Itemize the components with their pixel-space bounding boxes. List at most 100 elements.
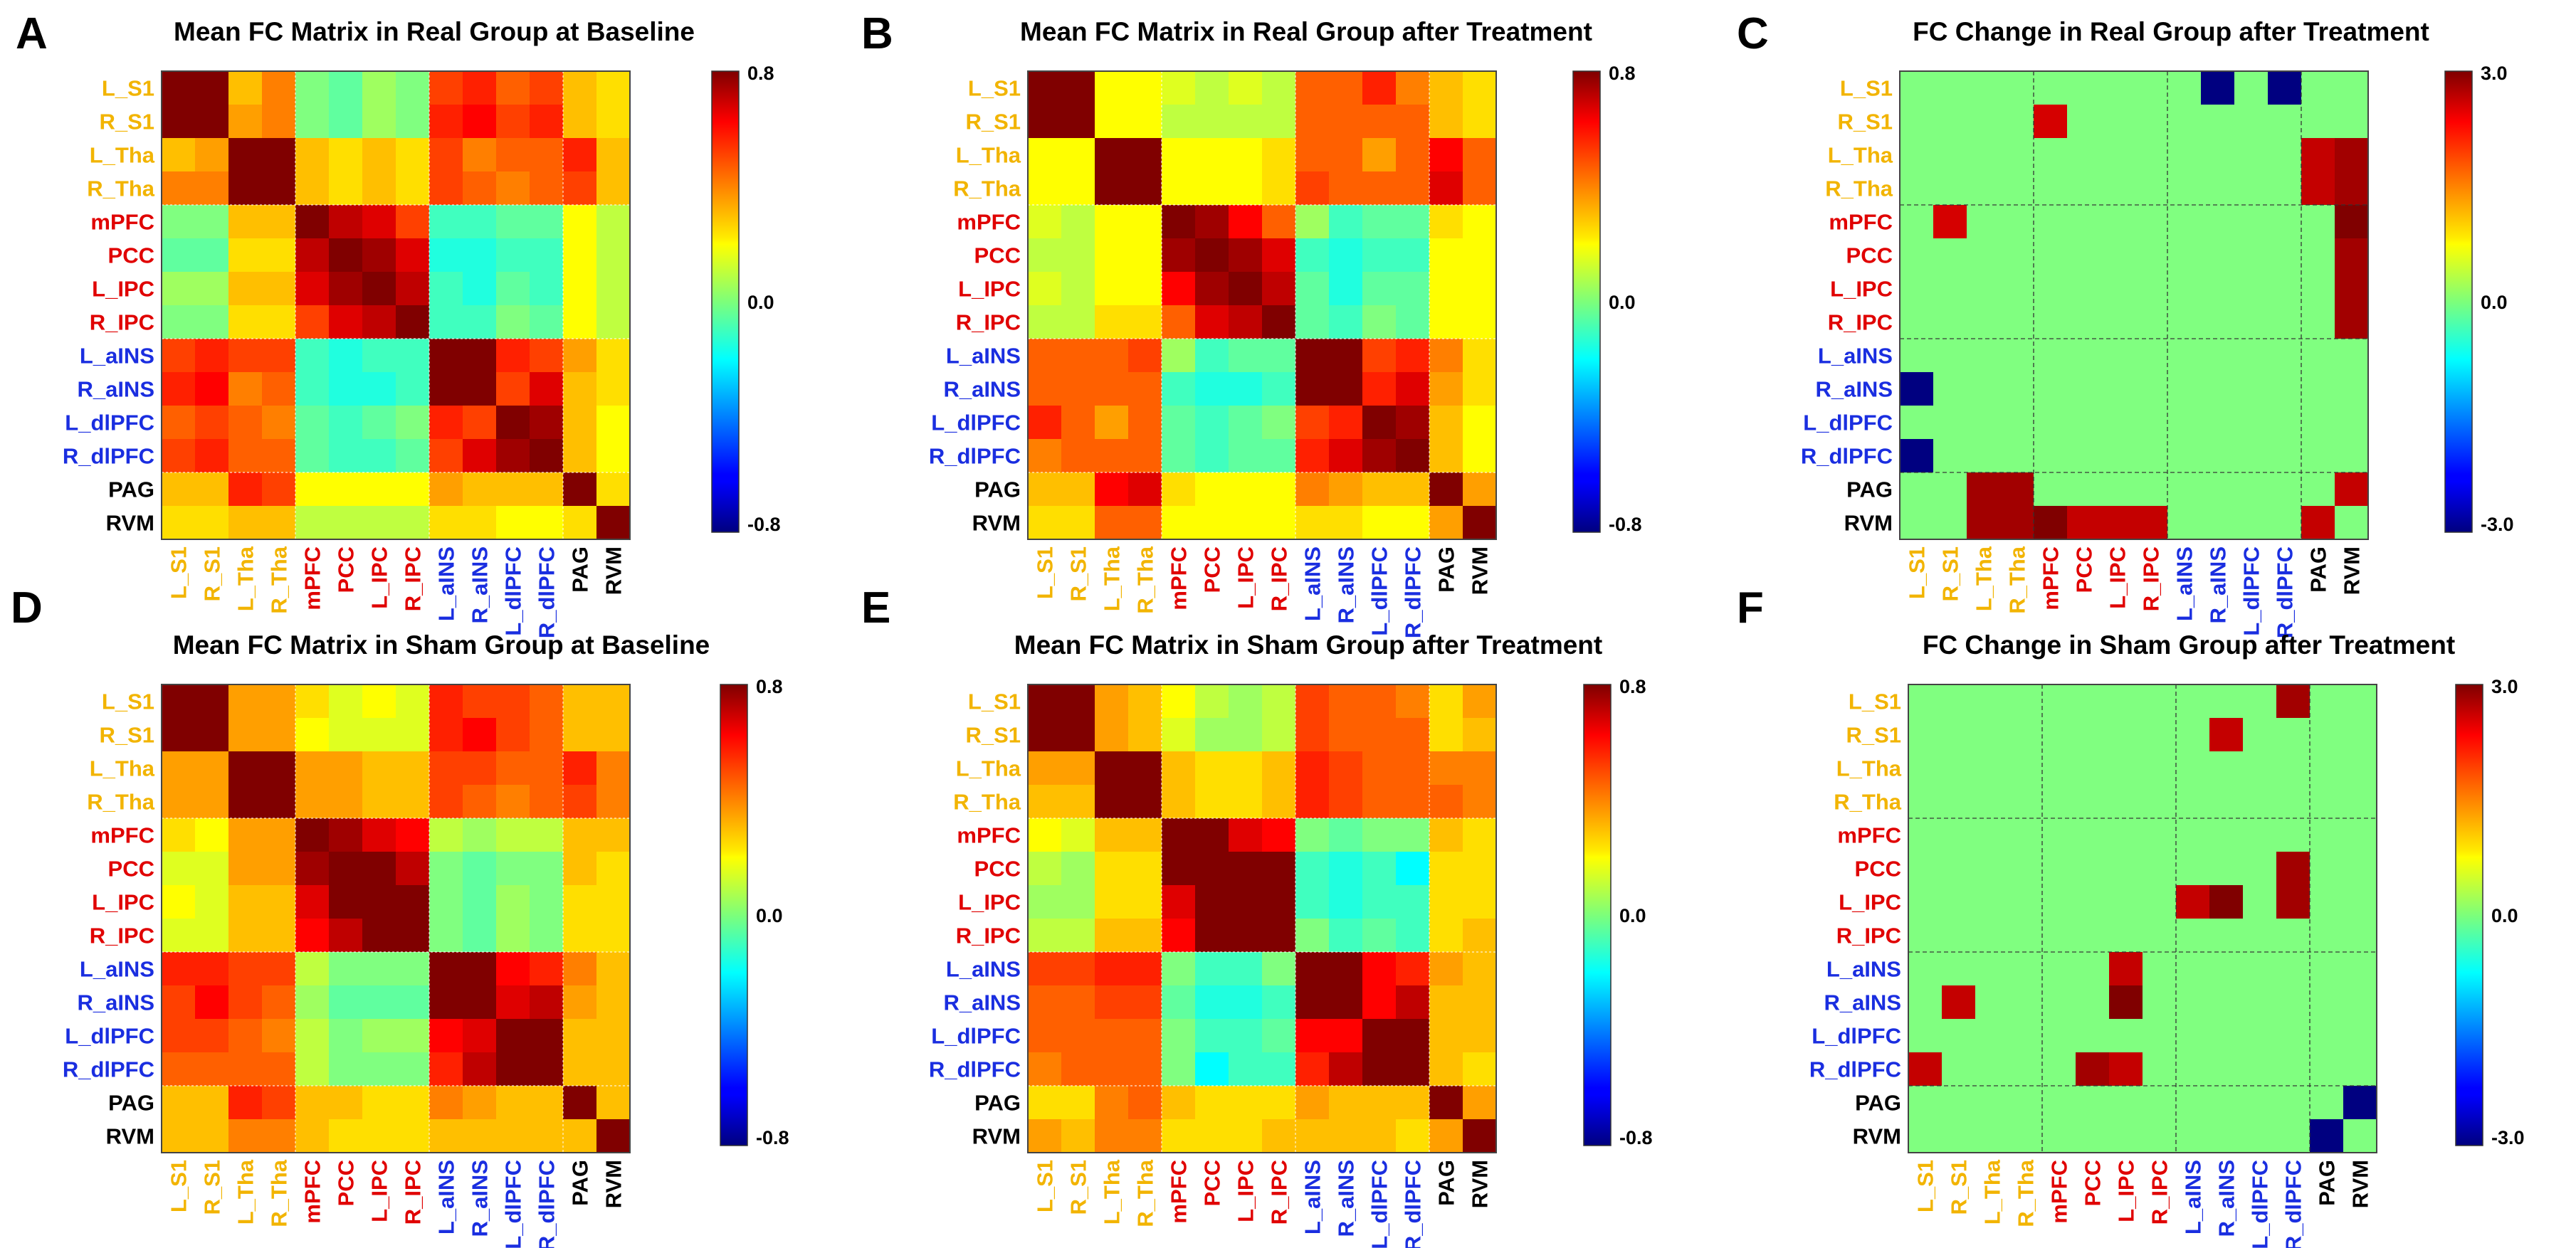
heatmap-cell: [2176, 1119, 2210, 1153]
x-tick-label: PCC: [2072, 546, 2097, 593]
heatmap-cell: [1229, 305, 1263, 339]
heatmap-cell: [1362, 1119, 1397, 1153]
heatmap-cell: [1061, 238, 1095, 273]
heatmap-cell: [1262, 718, 1296, 752]
heatmap-cell: [2343, 1052, 2377, 1086]
heatmap-cell: [2310, 985, 2344, 1020]
heatmap-cell: [1900, 171, 1934, 206]
heatmap-cell: [1908, 852, 1942, 886]
heatmap-cell: [362, 339, 396, 373]
x-tick-label: R_S1: [1947, 1160, 1972, 1215]
heatmap-cell: [429, 785, 463, 819]
heatmap-cell: [1429, 985, 1463, 1020]
heatmap-cell: [1396, 684, 1430, 719]
heatmap-cell: [1229, 952, 1263, 986]
heatmap-cell: [2143, 1086, 2177, 1120]
heatmap-cell: [1362, 985, 1397, 1020]
heatmap-cell: [329, 272, 363, 306]
heatmap-cell: [1162, 472, 1196, 507]
heatmap-cell: [1229, 751, 1263, 786]
heatmap-cell: [162, 506, 196, 540]
heatmap-cell: [2134, 105, 2168, 139]
heatmap-cell: [329, 439, 363, 473]
heatmap-cell: [2067, 105, 2101, 139]
heatmap-cell: [1195, 439, 1229, 473]
heatmap-cell: [496, 238, 530, 273]
heatmap-cell: [295, 205, 330, 239]
heatmap-cell: [1463, 985, 1497, 1020]
heatmap-cell: [1429, 171, 1463, 206]
heatmap-cell: [2268, 71, 2302, 105]
y-tick-label: RVM: [106, 1124, 154, 1149]
heatmap-cell: [1396, 406, 1430, 440]
heatmap-cell: [2335, 238, 2369, 273]
heatmap-cell: [1329, 372, 1363, 406]
heatmap-cell: [563, 339, 597, 373]
heatmap-cell: [2143, 818, 2177, 852]
heatmap-cell: [2243, 885, 2277, 919]
heatmap-cell: [2343, 852, 2377, 886]
panel-letter: D: [11, 583, 43, 633]
heatmap-cell: [1908, 785, 1942, 819]
heatmap-cell: [1975, 919, 2009, 953]
heatmap-cell: [362, 852, 396, 886]
heatmap-cell: [496, 272, 530, 306]
heatmap-cell: [1061, 305, 1095, 339]
heatmap-cell: [162, 785, 196, 819]
y-tick-label: L_IPC: [958, 890, 1021, 915]
y-tick-label: L_dlPFC: [931, 1024, 1021, 1049]
heatmap-cell: [1933, 506, 1967, 540]
heatmap-cell: [2009, 684, 2043, 719]
heatmap-cell: [1162, 171, 1196, 206]
heatmap-cell: [1396, 372, 1430, 406]
heatmap-cell: [195, 71, 229, 105]
heatmap-cell: [1975, 1086, 2009, 1120]
heatmap-cell: [463, 952, 497, 986]
heatmap-cell: [1463, 952, 1497, 986]
heatmap-cell: [2042, 1019, 2076, 1053]
heatmap-cell: [362, 885, 396, 919]
heatmap-cell: [2276, 985, 2310, 1020]
heatmap-cell: [1095, 372, 1129, 406]
heatmap-cell: [496, 472, 530, 507]
heatmap-cell: [2310, 718, 2344, 752]
heatmap-cell: [429, 1119, 463, 1153]
heatmap-cell: [1262, 305, 1296, 339]
panel-letter: A: [16, 9, 48, 58]
y-tick-label: R_S1: [99, 723, 154, 748]
heatmap-cell: [563, 818, 597, 852]
y-tick-label: L_S1: [1849, 689, 1901, 714]
heatmap-cell: [1128, 439, 1162, 473]
x-tick-label: R_IPC: [1267, 546, 1292, 611]
heatmap-cell: [1095, 238, 1129, 273]
x-tick-label: R_Tha: [1133, 1159, 1158, 1227]
heatmap-cell: [1128, 751, 1162, 786]
heatmap-cell: [1975, 684, 2009, 719]
heatmap-cell: [1396, 272, 1430, 306]
heatmap-cell: [2268, 372, 2302, 406]
heatmap-cell: [228, 684, 263, 719]
matrix-frame: [161, 684, 631, 1153]
heatmap-cell: [2310, 1019, 2344, 1053]
heatmap-cell: [496, 751, 530, 786]
heatmap-cell: [362, 1086, 396, 1120]
heatmap-cell: [195, 818, 229, 852]
heatmap-cell: [362, 472, 396, 507]
heatmap-cell: [1396, 852, 1430, 886]
y-tick-label: R_Tha: [87, 790, 155, 815]
heatmap-cell: [295, 272, 330, 306]
heatmap-cell: [228, 305, 263, 339]
heatmap-cell: [2167, 406, 2202, 440]
heatmap-cell: [2201, 272, 2235, 306]
colorbar: 0.8 0.0 -0.8: [720, 676, 789, 1148]
heatmap-cell: [1095, 718, 1129, 752]
heatmap-cell: [329, 1052, 363, 1086]
heatmap-cell: [228, 1119, 263, 1153]
heatmap-cell: [1162, 751, 1196, 786]
heatmap-cell: [2143, 985, 2177, 1020]
heatmap-cell: [1463, 506, 1497, 540]
heatmap-cell: [2134, 238, 2168, 273]
heatmap-cell: [1942, 1019, 1976, 1053]
heatmap-cell: [396, 406, 430, 440]
heatmap-cell: [1095, 1086, 1129, 1120]
